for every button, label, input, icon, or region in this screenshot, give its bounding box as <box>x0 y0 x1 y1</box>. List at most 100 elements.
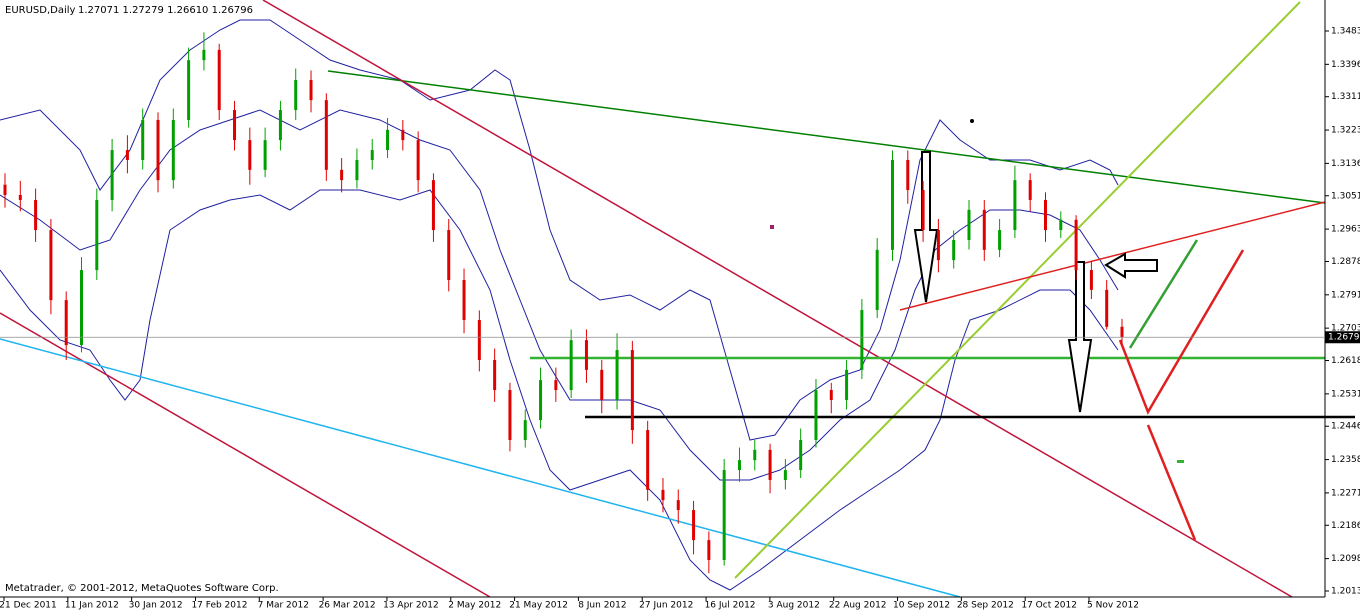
candle-body <box>1120 326 1124 338</box>
candle-body <box>692 510 696 541</box>
candle-body <box>34 199 38 231</box>
candle-body <box>615 350 619 400</box>
candle-body <box>248 140 252 170</box>
marker <box>970 119 974 123</box>
candle-body <box>676 500 680 511</box>
drawings <box>0 0 1355 598</box>
candle-body <box>539 380 543 421</box>
x-tick-label: 30 Jan 2012 <box>129 601 183 611</box>
candle-body <box>768 449 772 480</box>
trend-line <box>262 0 1293 598</box>
candle-body <box>646 430 650 490</box>
candle-body <box>783 470 787 480</box>
y-tick-label: 1.26185 <box>1331 356 1360 366</box>
y-tick-label: 1.27035 <box>1331 324 1360 334</box>
y-tick-label: 1.33110 <box>1331 92 1360 102</box>
candle-body <box>508 390 512 440</box>
trend-line <box>0 338 961 598</box>
candle-body <box>661 489 665 501</box>
candle-body <box>431 180 435 231</box>
x-tick-label: 27 Jun 2012 <box>639 601 693 611</box>
candle-body <box>737 460 741 471</box>
candle-body <box>921 190 925 231</box>
projection <box>1146 424 1197 541</box>
candle-body <box>845 369 849 400</box>
candle-body <box>630 350 634 431</box>
candle-body <box>3 184 7 195</box>
y-tick-label: 1.29635 <box>1331 225 1360 235</box>
trend-line <box>327 70 1326 204</box>
ohlc-text: 1.27071 1.27279 1.26610 1.26796 <box>78 5 253 16</box>
candle-body <box>906 159 910 191</box>
x-tick-label: 11 Jan 2012 <box>65 601 119 611</box>
y-tick-label: 1.34835 <box>1331 27 1360 37</box>
y-tick-label: 1.28785 <box>1331 257 1360 267</box>
candle-body <box>722 470 726 560</box>
trend-line <box>734 1 1301 579</box>
candle-body <box>554 380 558 391</box>
x-tick-label: 17 Feb 2012 <box>191 601 247 611</box>
candle-body <box>386 129 390 151</box>
x-tick-label: 26 Mar 2012 <box>319 601 376 611</box>
candle-body <box>95 199 99 271</box>
candle-body <box>156 119 160 181</box>
arrow <box>1104 252 1158 279</box>
x-tick-label: 16 Jul 2012 <box>705 601 756 611</box>
candle-body <box>860 310 864 370</box>
candle-body <box>982 209 986 250</box>
x-tick-label: 7 Mar 2012 <box>258 601 309 611</box>
candle-body <box>217 49 221 111</box>
projection <box>1118 249 1245 415</box>
candle-body <box>309 79 313 101</box>
x-tick-label: 13 Apr 2012 <box>383 601 439 611</box>
candle-body <box>1043 199 1047 231</box>
candle-body <box>1105 289 1109 327</box>
candle-body <box>875 249 879 311</box>
y-tick-label: 1.31360 <box>1331 159 1360 169</box>
x-tick-label: 3 Aug 2012 <box>768 601 820 611</box>
candle-body <box>278 110 282 141</box>
x-tick-label: 21 Dec 2011 <box>0 601 57 611</box>
bollinger-upper <box>0 19 1119 441</box>
candle-body <box>1028 180 1032 200</box>
candle-body <box>125 150 129 160</box>
candle-body <box>1013 180 1017 231</box>
y-tick-label: 1.27910 <box>1331 290 1360 300</box>
candle-body <box>584 340 588 370</box>
bollinger-lower <box>0 189 1119 591</box>
marker <box>770 225 774 229</box>
trend-line <box>899 201 1326 311</box>
candle-body <box>523 420 527 440</box>
candle-body <box>80 270 84 346</box>
candle-body <box>416 140 420 181</box>
candle-body <box>1074 219 1078 271</box>
candle-body <box>967 209 971 240</box>
candle-body <box>477 319 481 360</box>
candle-body <box>569 340 573 391</box>
candle-body <box>49 230 53 301</box>
candle-body <box>936 230 940 261</box>
candle-body <box>1089 270 1093 290</box>
x-tick-label: 5 Nov 2012 <box>1087 601 1139 611</box>
candle-body <box>1059 219 1063 231</box>
y-tick-label: 1.33960 <box>1331 60 1360 70</box>
candle-body <box>707 540 711 560</box>
candle-body <box>171 119 175 181</box>
candle-body <box>110 150 114 200</box>
x-tick-label: 8 Jun 2012 <box>578 601 626 611</box>
y-tick-label: 1.32235 <box>1331 126 1360 136</box>
x-tick-label: 21 May 2012 <box>509 601 568 611</box>
y-tick-label: 1.21860 <box>1331 521 1360 531</box>
bollinger-mid <box>0 109 1119 481</box>
y-tick-label: 1.24460 <box>1331 422 1360 432</box>
y-tick-label: 1.25310 <box>1331 389 1360 399</box>
x-tick-label: 22 Aug 2012 <box>829 601 887 611</box>
y-tick-label: 1.20135 <box>1331 587 1360 597</box>
candle-body <box>141 119 145 160</box>
arrow <box>913 151 939 303</box>
candle-body <box>263 140 267 170</box>
chart-title: EURUSD,Daily <box>5 5 76 16</box>
candle-body <box>18 195 22 200</box>
